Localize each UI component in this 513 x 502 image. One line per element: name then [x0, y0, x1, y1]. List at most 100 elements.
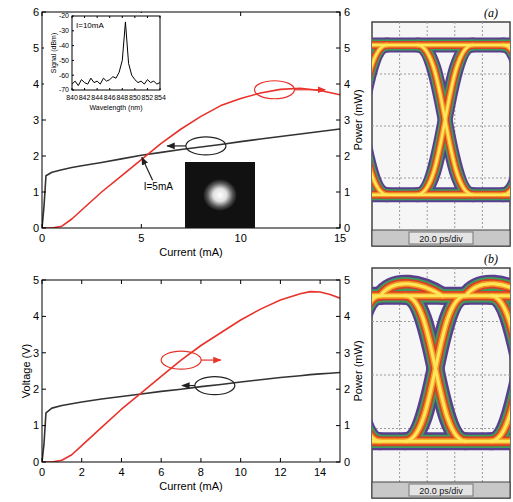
y2-tick-label: 3 — [344, 114, 350, 126]
x-tick-top — [84, 16, 85, 18]
panel-letter: (a) — [484, 6, 498, 20]
y-tick — [42, 389, 46, 390]
eye-trace — [372, 296, 380, 442]
x-tick — [240, 458, 241, 462]
y-tick — [42, 156, 46, 157]
axis-indicator — [161, 351, 201, 369]
y-tick-label: -40 — [59, 42, 69, 49]
y-tick-label: -30 — [59, 27, 69, 34]
y-tick-label: -20 — [59, 12, 69, 19]
y2-tick-label: 0 — [344, 456, 350, 468]
eye-trace — [418, 45, 473, 195]
eye-trace — [418, 45, 473, 195]
x-tick-top — [81, 280, 82, 284]
eye-trace — [372, 45, 387, 195]
eye-trace — [380, 284, 442, 296]
x-tick-label: 10 — [235, 232, 247, 244]
x-tick-label: 848 — [116, 94, 128, 101]
eye-trace — [503, 45, 510, 195]
x-tick-top — [134, 16, 135, 18]
eye-trace — [372, 296, 380, 442]
x-tick-top — [160, 16, 161, 18]
eye-trace — [372, 296, 380, 442]
x-tick — [320, 458, 321, 462]
x-tick-top — [42, 280, 43, 284]
eye-trace — [372, 44, 510, 47]
series-group — [42, 292, 340, 462]
y-tick-label: 4 — [33, 310, 39, 322]
x-axis-title: Current (mA) — [159, 480, 223, 492]
y2-tick-label: 4 — [344, 78, 350, 90]
eye-grid — [372, 428, 510, 429]
eye-trace — [405, 296, 466, 442]
x-tick-label: 846 — [104, 94, 116, 101]
eye-trace — [405, 296, 466, 442]
x-tick-label: 5 — [138, 232, 144, 244]
eye-trace — [466, 284, 510, 296]
eye-trace — [491, 296, 510, 442]
eye-trace — [372, 45, 387, 195]
eye-trace — [372, 39, 510, 50]
eye-trace — [372, 41, 510, 49]
x-tick-top — [340, 12, 341, 16]
y-tick — [42, 12, 46, 13]
eye-trace — [372, 296, 380, 442]
eye-scale-box — [409, 232, 473, 244]
y2-tick-label: 3 — [344, 347, 350, 359]
eye-trace — [503, 45, 510, 195]
x-tick — [109, 88, 110, 90]
y2-tick — [336, 84, 340, 85]
near-field-spot — [203, 179, 237, 211]
y2-tick — [336, 462, 340, 463]
x-tick-top — [280, 280, 281, 284]
eye-trace — [372, 296, 380, 442]
eye-trace — [372, 45, 387, 195]
eye-grid — [372, 178, 510, 179]
series-line — [42, 372, 340, 462]
eye-trace — [418, 45, 473, 195]
annotation: I=10mA — [76, 21, 104, 30]
eye-trace — [372, 187, 510, 202]
x-tick — [141, 224, 142, 228]
y-tick-label: 4 — [33, 78, 39, 90]
eye-trace — [372, 45, 387, 195]
eye-trace — [372, 45, 387, 195]
x-tick — [81, 458, 82, 462]
x-tick-label: 6 — [158, 466, 164, 478]
y-tick — [42, 120, 46, 121]
eye-trace — [491, 296, 510, 442]
y-axis-title: Voltage (V) — [20, 344, 32, 398]
eye-trace — [405, 296, 466, 442]
eye-trace — [491, 296, 510, 442]
plot-frame — [42, 12, 340, 228]
y2-tick-label: 2 — [344, 383, 350, 395]
chart: 02468101214012345012345Current (mA)Volta… — [20, 274, 364, 492]
eye-trace — [405, 296, 466, 442]
eye-traces — [372, 284, 510, 442]
y2-tick — [336, 12, 340, 13]
eye-trace — [372, 296, 380, 442]
y2-axis-title: Power (mW) — [352, 340, 364, 401]
eye-trace — [372, 45, 387, 195]
x-tick-label: 14 — [314, 466, 326, 478]
y-tick — [72, 75, 74, 76]
eye-trace — [418, 45, 473, 195]
x-tick — [97, 88, 98, 90]
eye-trace — [491, 296, 510, 442]
panel-letter: (b) — [484, 252, 498, 266]
x-tick-top — [97, 16, 98, 18]
y-tick-label: 5 — [33, 42, 39, 54]
eye-trace — [503, 45, 510, 195]
x-tick — [160, 88, 161, 90]
y-tick — [42, 192, 46, 193]
x-tick — [42, 458, 43, 462]
series-group — [72, 22, 160, 86]
y-tick — [42, 352, 46, 353]
eye-trace — [491, 296, 510, 442]
eye-trace — [372, 296, 380, 442]
y-tick — [42, 228, 46, 229]
eye-trace — [380, 284, 442, 296]
eye-trace — [405, 296, 466, 442]
x-tick-top — [240, 12, 241, 16]
x-tick-label: 842 — [79, 94, 91, 101]
